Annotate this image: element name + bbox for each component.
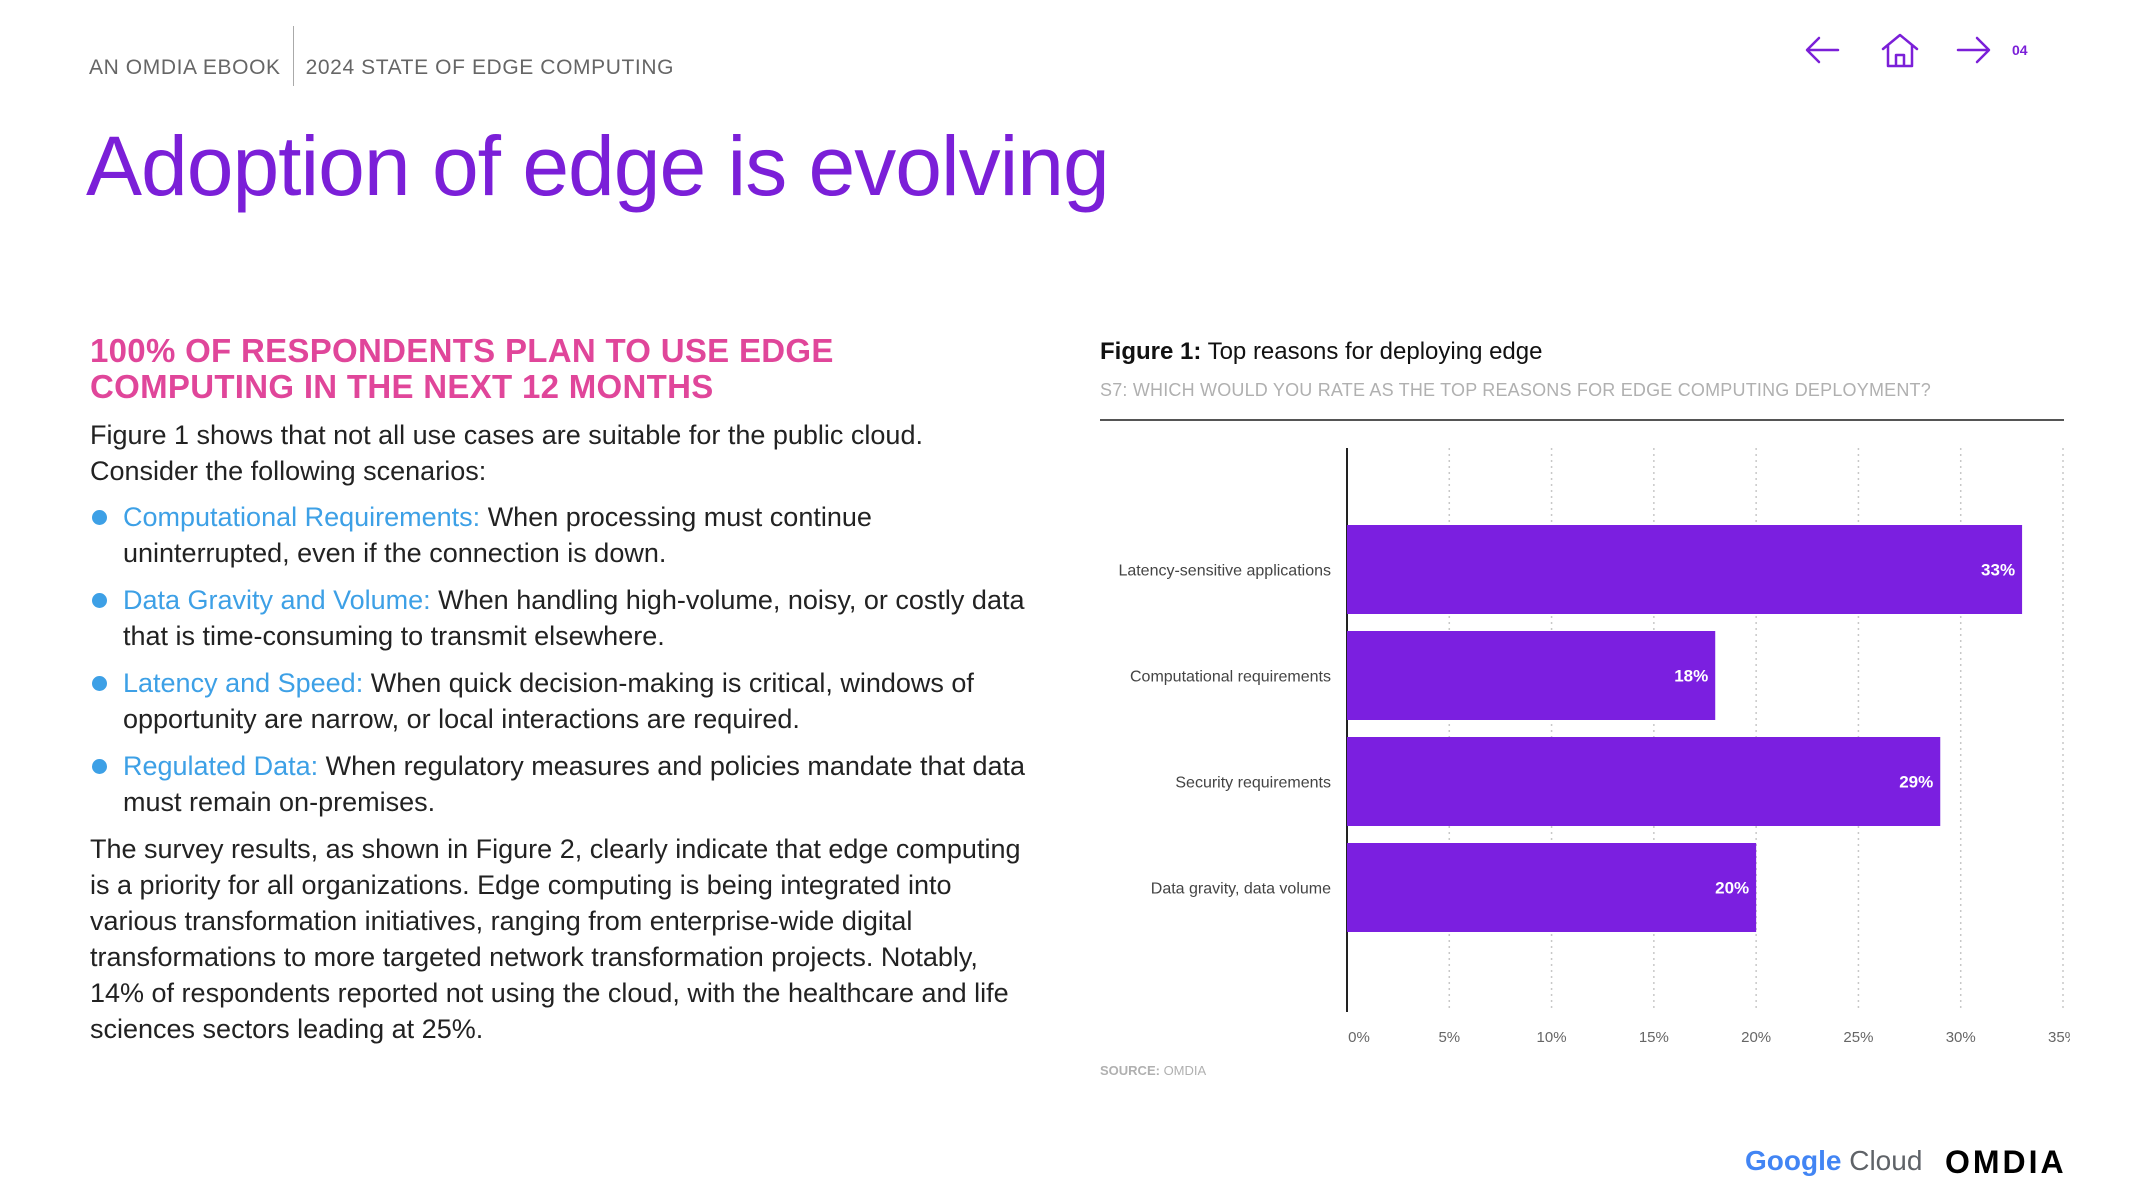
category-label: Latency-sensitive applications	[1118, 563, 1331, 580]
bullet-text: When quick decision-making is critical, …	[123, 668, 974, 734]
figure-rule	[1100, 419, 2064, 421]
bullet-text: When regulatory measures and policies ma…	[123, 751, 1026, 817]
figure-header: Figure 1: Top reasons for deploying edge…	[1100, 338, 2064, 421]
page-number: 04	[2012, 42, 2028, 58]
figure-title: Figure 1: Top reasons for deploying edge	[1100, 338, 2064, 366]
back-button[interactable]	[1800, 28, 1844, 72]
x-tick-label: 5%	[1438, 1029, 1460, 1046]
bar	[1347, 525, 2023, 614]
x-tick-label: 30%	[1946, 1029, 1976, 1046]
survey-paragraph: The survey results, as shown in Figure 2…	[90, 834, 1021, 1044]
category-label: Computational requirements	[1130, 669, 1331, 686]
bullet-label: Computational Requirements:	[123, 502, 481, 532]
arrow-left-icon	[1805, 36, 1840, 64]
header-divider	[292, 26, 294, 86]
figure-label: Figure 1:	[1100, 338, 1202, 365]
page-navigation: 04	[1800, 28, 2028, 72]
home-button[interactable]	[1878, 28, 1922, 72]
next-button[interactable]	[1952, 28, 1996, 72]
bar-value-label: 18%	[1674, 667, 1708, 686]
x-tick-label: 20%	[1741, 1029, 1771, 1046]
source-value: OMDIA	[1159, 1063, 1207, 1078]
bar	[1347, 631, 1716, 720]
bullet-label: Data Gravity and Volume:	[123, 585, 431, 615]
list-item: Computational Requirements: When process…	[90, 499, 1030, 571]
bullet-label: Latency and Speed:	[123, 668, 364, 698]
bar-value-label: 33%	[1981, 561, 2015, 580]
page-title: Adoption of edge is evolving	[86, 119, 1110, 213]
source-note: SOURCE: OMDIA	[1100, 1063, 1206, 1078]
home-icon	[1881, 33, 1919, 68]
bar-value-label: 20%	[1715, 879, 1749, 898]
bullet-text: When processing must continue uninterrup…	[123, 502, 872, 568]
bullet-dot-icon	[92, 759, 107, 774]
bullet-text: When handling high-volume, noisy, or cos…	[123, 585, 1025, 651]
bar-value-label: 29%	[1899, 773, 1933, 792]
bar	[1347, 737, 1941, 826]
subheading-line-2: COMPUTING IN THE NEXT 12 MONTHS	[90, 368, 714, 405]
figure-question: S7: WHICH WOULD YOU RATE AS THE TOP REAS…	[1100, 380, 1931, 400]
bar-chart: 0% 5% 10% 15% 20% 25% 30% 35% 33% Latency-sensiti…	[1118, 448, 2070, 1046]
list-item: Latency and Speed: When quick decision-m…	[90, 665, 1030, 737]
header-report-title: 2024 STATE OF EDGE COMPUTING	[305, 56, 675, 79]
category-label: Data gravity, data volume	[1151, 881, 1331, 898]
bullet-dot-icon	[92, 593, 107, 608]
bullet-dot-icon	[92, 676, 107, 691]
x-tick-label: 0%	[1348, 1029, 1370, 1046]
bar	[1347, 843, 1757, 932]
header-ebook-label: AN OMDIA EBOOK	[89, 56, 281, 79]
left-column: 100% OF RESPONDENTS PLAN TO USE EDGE COM…	[90, 333, 1030, 1047]
list-item: Data Gravity and Volume: When handling h…	[90, 582, 1030, 654]
header-breadcrumb: AN OMDIA EBOOK 2024 STATE OF EDGE COMPUT…	[89, 26, 675, 98]
bullet-label: Regulated Data:	[123, 751, 319, 781]
source-label: SOURCE:	[1100, 1063, 1160, 1078]
x-tick-label: 25%	[1843, 1029, 1873, 1046]
category-label: Security requirements	[1175, 775, 1331, 792]
figure-title-text: Top reasons for deploying edge	[1201, 338, 1543, 365]
x-tick-label: 35%	[2048, 1029, 2070, 1046]
omdia-logo: OMDIA	[1945, 1144, 2067, 1180]
intro-paragraph: Figure 1 shows that not all use cases ar…	[90, 420, 923, 486]
list-item: Regulated Data: When regulatory measures…	[90, 748, 1030, 820]
bullet-dot-icon	[92, 510, 107, 525]
scenario-list: Computational Requirements: When process…	[90, 499, 1030, 820]
cloud-wordmark: Cloud	[1841, 1145, 1923, 1176]
section-subheading: 100% OF RESPONDENTS PLAN TO USE EDGE COM…	[90, 333, 1030, 405]
arrow-right-icon	[1956, 36, 1991, 64]
google-wordmark: Google	[1745, 1145, 1842, 1176]
x-tick-label: 10%	[1537, 1029, 1567, 1046]
google-cloud-logo: Google Cloud	[1745, 1145, 1922, 1177]
x-tick-label: 15%	[1639, 1029, 1669, 1046]
subheading-line-1: 100% OF RESPONDENTS PLAN TO USE EDGE	[90, 332, 834, 369]
